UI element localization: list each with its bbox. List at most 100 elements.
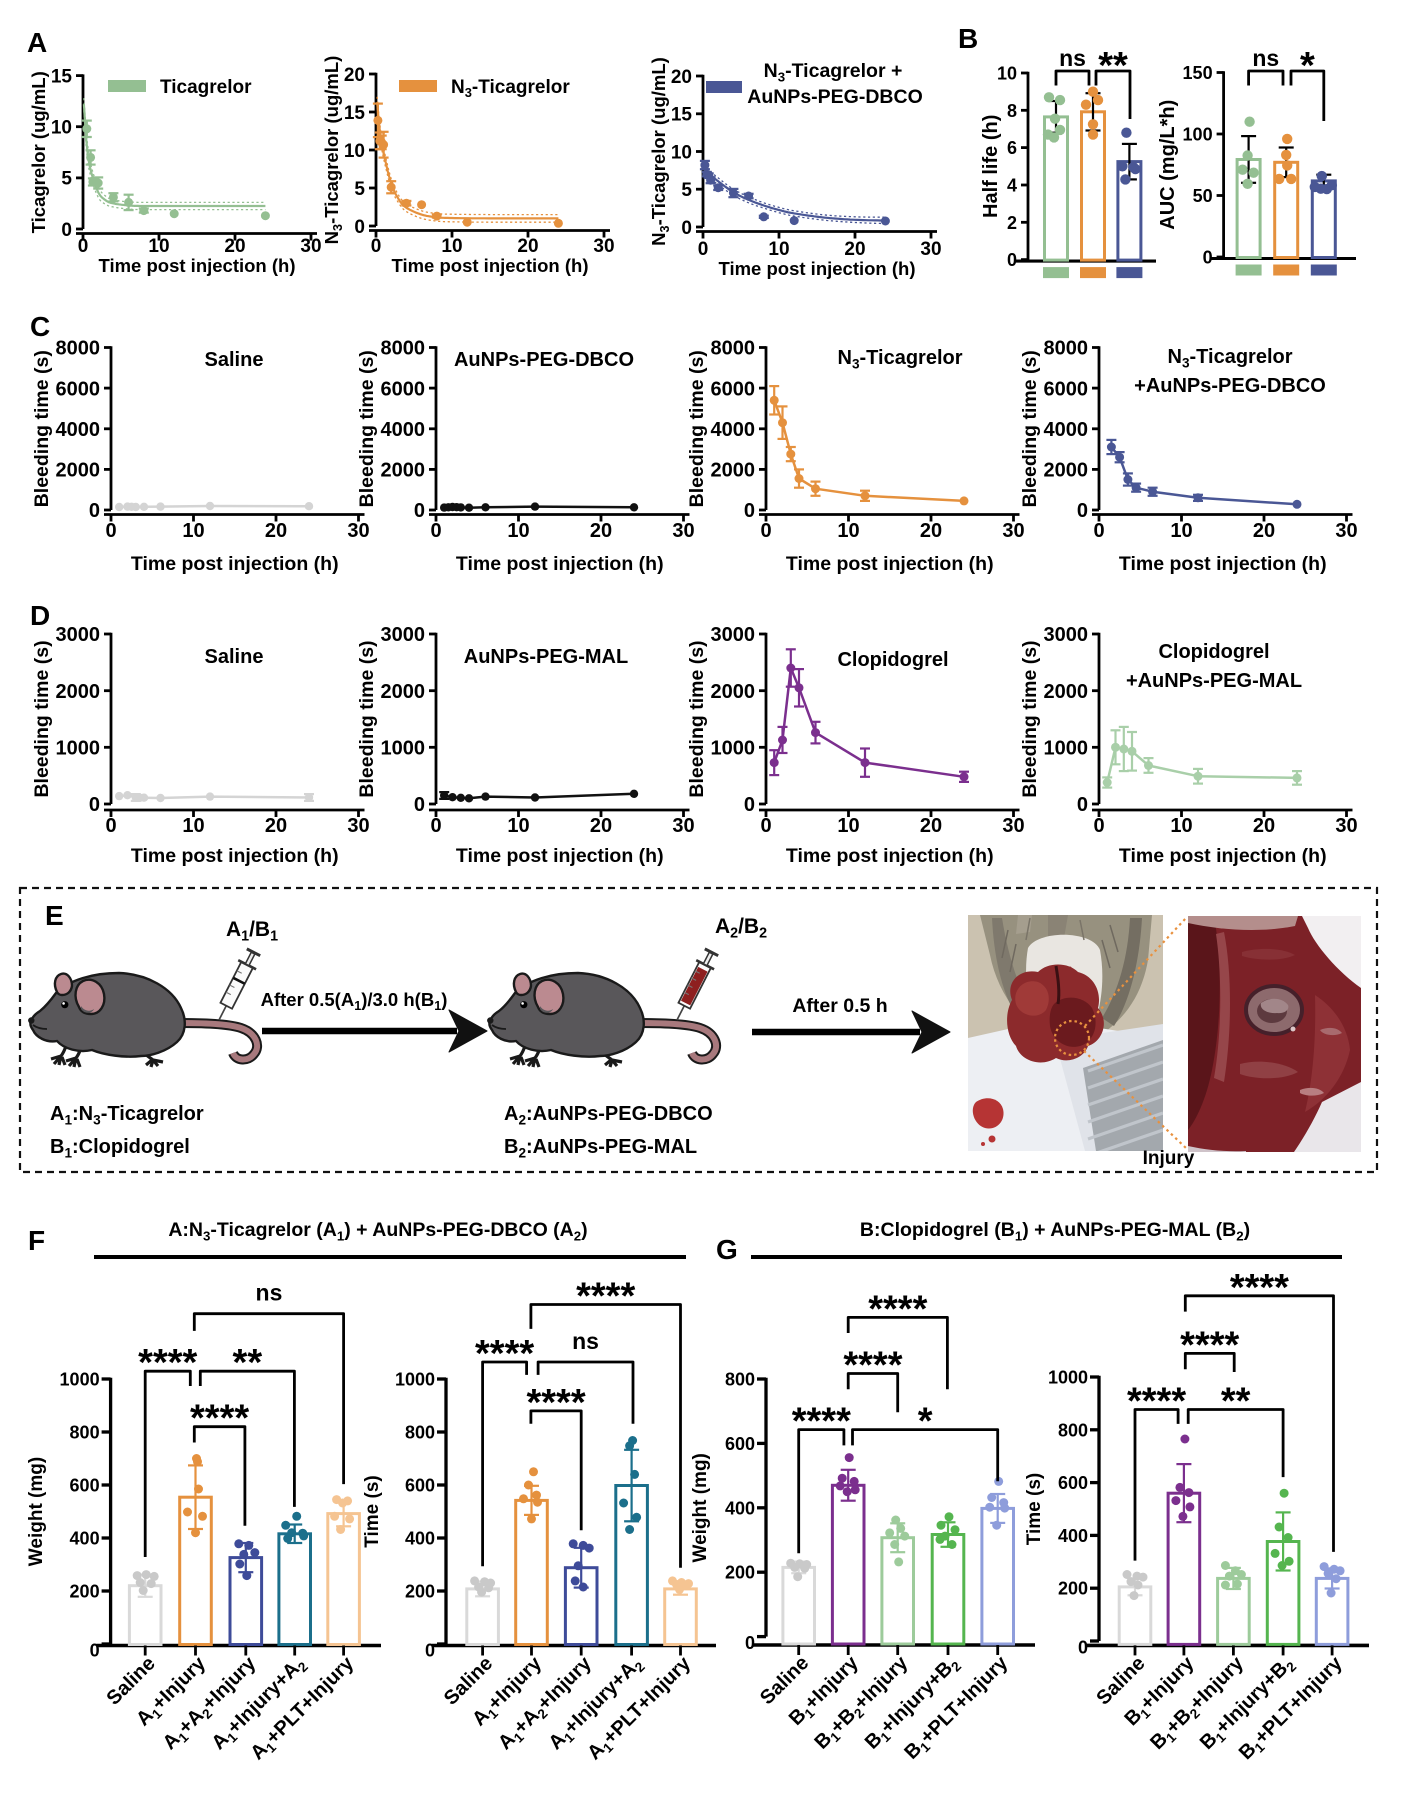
svg-text:4000: 4000 <box>381 419 426 441</box>
svg-text:30: 30 <box>672 815 694 837</box>
svg-text:Ticagrelor (ug/mL): Ticagrelor (ug/mL) <box>28 71 49 233</box>
svg-text:After 0.5 h: After 0.5 h <box>792 995 887 1017</box>
svg-text:2000: 2000 <box>1044 681 1089 703</box>
svg-text:Bleeding time (s): Bleeding time (s) <box>1019 350 1041 507</box>
svg-text:D: D <box>30 600 50 631</box>
svg-text:0: 0 <box>698 239 709 260</box>
svg-text:15: 15 <box>51 66 73 87</box>
svg-text:0: 0 <box>89 794 100 816</box>
svg-text:+AuNPs-PEG-DBCO: +AuNPs-PEG-DBCO <box>1134 375 1326 397</box>
svg-text:1000: 1000 <box>381 738 426 760</box>
svg-text:****: **** <box>843 1345 902 1387</box>
svg-text:800: 800 <box>70 1423 100 1443</box>
svg-text:600: 600 <box>1058 1473 1088 1493</box>
svg-text:30: 30 <box>300 236 321 257</box>
svg-text:20: 20 <box>920 815 942 837</box>
svg-text:0: 0 <box>1078 1638 1088 1658</box>
svg-text:ns: ns <box>1059 45 1086 71</box>
svg-text:30: 30 <box>1002 815 1024 837</box>
svg-text:15: 15 <box>344 103 366 124</box>
svg-text:Clopidogrel: Clopidogrel <box>1158 641 1269 663</box>
svg-text:Half life (h): Half life (h) <box>980 115 1002 218</box>
svg-text:N3-Ticagrelor +: N3-Ticagrelor + <box>764 60 903 84</box>
svg-text:800: 800 <box>405 1423 435 1443</box>
svg-text:15: 15 <box>671 105 693 126</box>
svg-text:Time (s): Time (s) <box>1024 1473 1045 1546</box>
svg-text:AuNPs-PEG-DBCO: AuNPs-PEG-DBCO <box>747 86 923 108</box>
svg-text:600: 600 <box>405 1476 435 1496</box>
svg-text:Weight (mg): Weight (mg) <box>690 1453 711 1562</box>
svg-text:20: 20 <box>671 67 692 88</box>
svg-text:1000: 1000 <box>1044 738 1089 760</box>
svg-text:30: 30 <box>347 815 369 837</box>
svg-text:20: 20 <box>590 815 612 837</box>
svg-text:20: 20 <box>590 520 612 542</box>
svg-text:Bleeding time (s): Bleeding time (s) <box>686 640 708 797</box>
svg-text:30: 30 <box>593 236 614 257</box>
svg-text:Time post injection (h): Time post injection (h) <box>99 255 296 276</box>
svg-text:****: **** <box>576 1276 635 1318</box>
svg-text:**: ** <box>1098 45 1128 87</box>
svg-text:****: **** <box>526 1382 585 1424</box>
svg-text:20: 20 <box>265 815 287 837</box>
svg-text:10: 10 <box>768 239 789 260</box>
svg-text:0: 0 <box>1007 250 1017 270</box>
svg-text:0: 0 <box>89 500 100 522</box>
svg-text:2000: 2000 <box>711 681 756 703</box>
svg-text:0: 0 <box>430 815 441 837</box>
svg-text:Time post injection (h): Time post injection (h) <box>131 845 339 867</box>
svg-text:20: 20 <box>265 520 287 542</box>
svg-text:Saline: Saline <box>205 349 264 371</box>
svg-text:30: 30 <box>347 520 369 542</box>
svg-text:20: 20 <box>224 236 245 257</box>
svg-text:2000: 2000 <box>56 681 101 703</box>
svg-text:AuNPs-PEG-MAL: AuNPs-PEG-MAL <box>464 646 628 668</box>
svg-text:200: 200 <box>1058 1579 1088 1599</box>
svg-text:10: 10 <box>182 815 204 837</box>
svg-text:6000: 6000 <box>381 378 426 400</box>
svg-text:0: 0 <box>78 236 89 257</box>
svg-text:Time post injection (h): Time post injection (h) <box>1119 553 1327 575</box>
svg-text:ns: ns <box>1252 45 1279 71</box>
svg-text:Time post injection (h): Time post injection (h) <box>786 845 994 867</box>
svg-text:Weight (mg): Weight (mg) <box>26 1457 47 1566</box>
svg-text:8000: 8000 <box>1044 338 1089 360</box>
svg-text:0: 0 <box>1203 248 1213 268</box>
svg-text:Time post injection (h): Time post injection (h) <box>456 845 664 867</box>
svg-text:Time post injection (h): Time post injection (h) <box>719 258 916 279</box>
svg-text:400: 400 <box>1058 1526 1088 1546</box>
svg-text:B1:Clopidogrel: B1:Clopidogrel <box>50 1136 190 1160</box>
svg-text:0: 0 <box>681 218 692 239</box>
svg-text:*: * <box>1300 45 1315 87</box>
svg-text:Bleeding time (s): Bleeding time (s) <box>1019 640 1041 797</box>
svg-text:10: 10 <box>182 520 204 542</box>
svg-text:****: **** <box>1230 1267 1289 1309</box>
svg-text:600: 600 <box>725 1434 755 1454</box>
svg-text:0: 0 <box>371 236 382 257</box>
svg-text:****: **** <box>475 1333 534 1375</box>
svg-text:10: 10 <box>671 142 692 163</box>
svg-text:1000: 1000 <box>60 1370 100 1390</box>
svg-text:200: 200 <box>405 1582 435 1602</box>
svg-text:10: 10 <box>1170 520 1192 542</box>
svg-text:1000: 1000 <box>395 1370 435 1390</box>
svg-text:B2:AuNPs-PEG-MAL: B2:AuNPs-PEG-MAL <box>504 1136 697 1160</box>
svg-text:AuNPs-PEG-DBCO: AuNPs-PEG-DBCO <box>454 349 634 371</box>
svg-text:****: **** <box>792 1401 851 1443</box>
svg-text:**: ** <box>1221 1381 1251 1423</box>
svg-text:Bleeding time (s): Bleeding time (s) <box>356 640 378 797</box>
svg-text:0: 0 <box>425 1641 435 1661</box>
svg-text:1000: 1000 <box>1048 1368 1088 1388</box>
svg-text:50: 50 <box>1193 186 1213 206</box>
svg-text:0: 0 <box>760 815 771 837</box>
svg-text:20: 20 <box>920 520 942 542</box>
svg-text:Ticagrelor: Ticagrelor <box>160 77 252 98</box>
svg-text:30: 30 <box>920 239 941 260</box>
svg-text:B: B <box>958 23 978 54</box>
svg-text:N3-Ticagrelor: N3-Ticagrelor <box>451 77 570 100</box>
svg-text:0: 0 <box>105 815 116 837</box>
svg-text:0: 0 <box>354 217 365 238</box>
svg-text:6000: 6000 <box>711 378 756 400</box>
svg-text:2000: 2000 <box>381 681 426 703</box>
svg-text:20: 20 <box>844 239 865 260</box>
